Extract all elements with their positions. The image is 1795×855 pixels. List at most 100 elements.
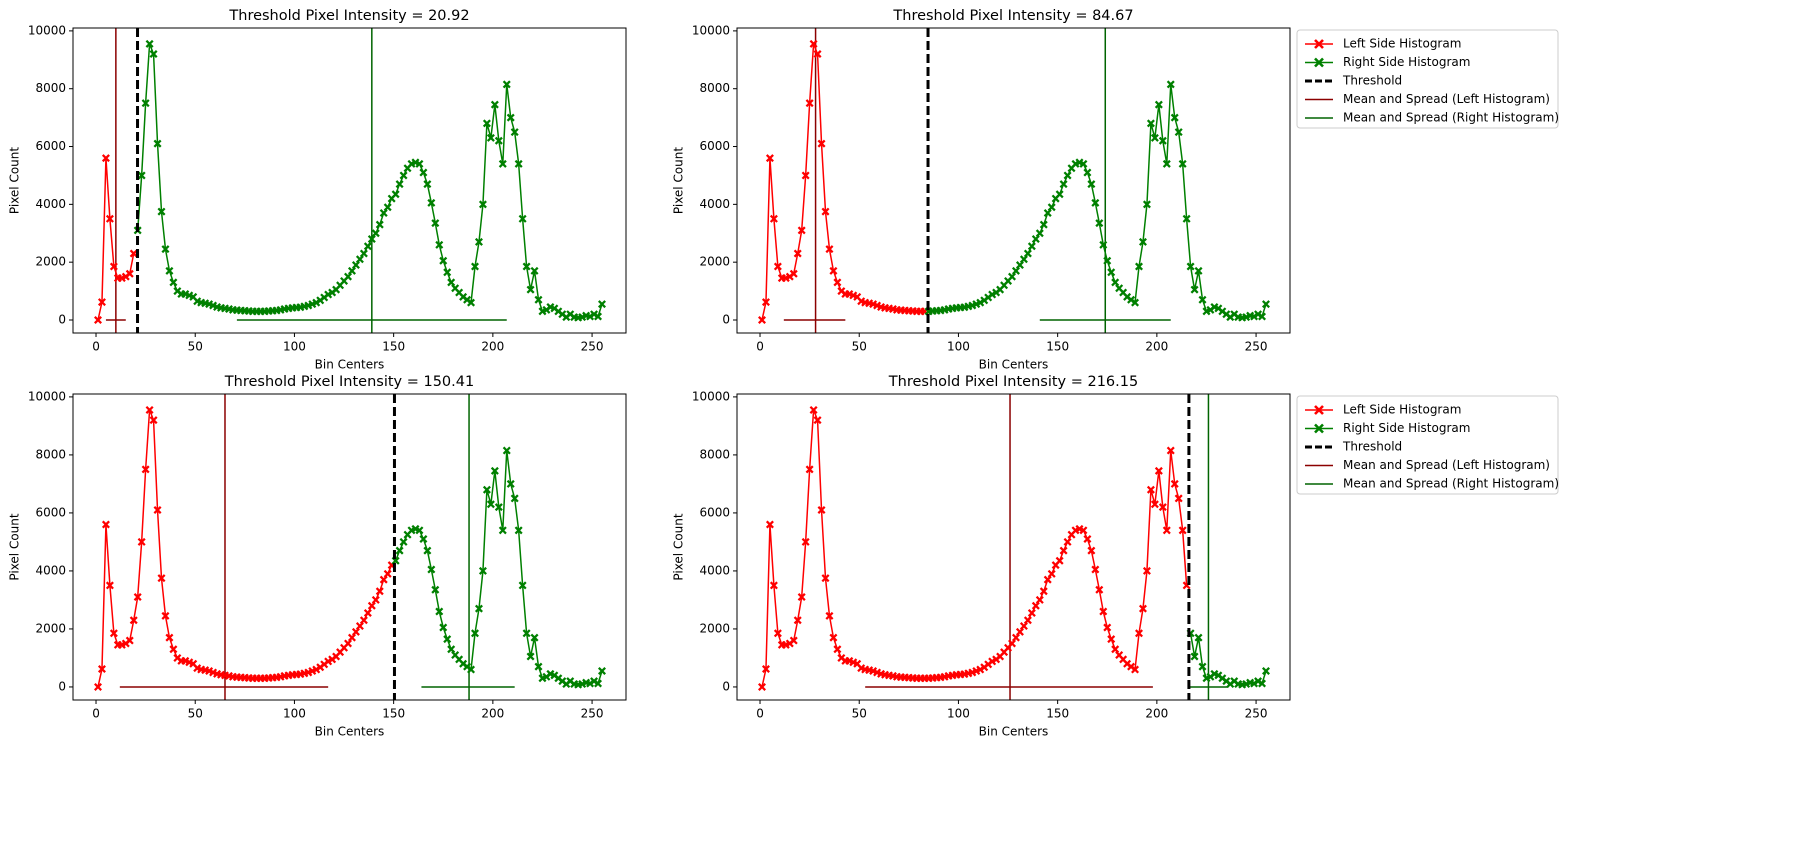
right-histogram-marker (419, 535, 428, 544)
left-histogram-marker (367, 601, 376, 610)
right-histogram-marker (1008, 272, 1017, 281)
x-tick-label: 150 (382, 707, 405, 721)
right-histogram-marker (1107, 268, 1116, 277)
right-histogram-marker (371, 229, 380, 238)
left-histogram-marker (105, 214, 114, 223)
legend-label: Mean and Spread (Right Histogram) (1343, 477, 1559, 491)
right-histogram-marker (1047, 203, 1056, 212)
right-histogram-marker (1194, 266, 1203, 275)
left-histogram-marker (817, 139, 826, 148)
left-histogram-marker (125, 269, 134, 278)
x-tick-label: 100 (947, 707, 970, 721)
right-histogram-marker (415, 526, 424, 535)
left-histogram-marker (1087, 546, 1096, 555)
right-histogram-marker (427, 198, 436, 207)
x-tick-label: 50 (188, 340, 203, 354)
right-histogram-marker (359, 249, 368, 258)
right-histogram-marker (351, 261, 360, 270)
left-histogram-marker (1027, 608, 1036, 617)
right-histogram-marker (534, 295, 543, 304)
axes-frame (72, 27, 627, 334)
left-histogram-marker (821, 207, 830, 216)
right-histogram-marker (530, 633, 539, 642)
x-tick-label: 150 (382, 340, 405, 354)
y-tick-label: 4000 (35, 563, 66, 577)
right-histogram-marker (471, 629, 480, 638)
subplot: 0 50 100 150 200 250 0 2000 4000 6000 8000 10000 Thr… (8, 374, 627, 739)
left-histogram-marker (825, 245, 834, 254)
left-histogram-marker (797, 593, 806, 602)
right-histogram-marker (1146, 119, 1155, 128)
right-histogram-marker (490, 466, 499, 475)
legend-label: Left Side Histogram (1343, 403, 1461, 417)
left-histogram-marker (769, 214, 778, 223)
left-histogram-marker (157, 574, 166, 583)
left-histogram-marker (1008, 639, 1017, 648)
legend-marker (1314, 39, 1324, 49)
left-histogram-marker (97, 664, 106, 673)
right-histogram-marker (141, 99, 150, 108)
right-histogram-marker (1059, 180, 1068, 189)
axes-frame (736, 27, 1291, 334)
right-histogram-marker (395, 180, 404, 189)
right-histogram-marker (324, 290, 333, 299)
left-histogram-marker (137, 537, 146, 546)
right-histogram-marker (363, 242, 372, 251)
x-axis-label: Bin Centers (315, 725, 385, 739)
y-tick-label: 6000 (699, 505, 730, 519)
right-histogram-marker (419, 168, 428, 177)
right-histogram-marker (1182, 214, 1191, 223)
right-histogram-marker (1039, 220, 1048, 229)
right-histogram-marker (594, 679, 603, 688)
right-histogram-marker (518, 581, 527, 590)
right-histogram-marker (1194, 633, 1203, 642)
right-histogram-marker (1261, 666, 1270, 675)
subplot: 0 50 100 150 200 250 0 2000 4000 6000 8000 10000 Thr… (8, 8, 627, 372)
x-tick-label: 200 (1145, 340, 1168, 354)
x-tick-label: 0 (756, 707, 764, 721)
right-histogram-marker (447, 278, 456, 287)
right-histogram-marker (1254, 310, 1263, 319)
right-histogram-marker (597, 666, 606, 675)
left-histogram-marker (793, 616, 802, 625)
y-tick-label: 4000 (699, 563, 730, 577)
right-histogram-marker (1198, 295, 1207, 304)
right-histogram-marker (1186, 262, 1195, 271)
x-tick-label: 150 (1046, 707, 1069, 721)
right-histogram-marker (439, 623, 448, 632)
right-histogram-marker (586, 679, 595, 688)
left-histogram-marker (109, 262, 118, 271)
left-histogram-marker (129, 616, 138, 625)
left-histogram-marker (1099, 607, 1108, 616)
right-histogram-marker (467, 665, 476, 674)
plot-area (73, 28, 626, 333)
right-histogram-marker (510, 128, 519, 137)
x-tick-label: 200 (481, 707, 504, 721)
left-histogram-marker (351, 627, 360, 636)
left-histogram-marker (813, 416, 822, 425)
right-histogram-marker (1166, 80, 1175, 89)
right-histogram-marker (526, 285, 535, 294)
y-tick-label: 2000 (35, 621, 66, 635)
left-histogram-marker (758, 315, 767, 324)
x-tick-label: 250 (1245, 707, 1268, 721)
left-histogram-marker (101, 154, 110, 163)
left-histogram-marker (1150, 500, 1159, 509)
x-tick-label: 0 (92, 340, 100, 354)
left-histogram-marker (1035, 595, 1044, 604)
left-histogram-marker (109, 629, 118, 638)
right-histogram-marker (514, 526, 523, 535)
right-histogram-marker (590, 677, 599, 686)
axes-frame (736, 393, 1291, 701)
right-histogram-marker (594, 312, 603, 321)
right-histogram-marker (145, 39, 154, 48)
left-histogram-marker (833, 278, 842, 287)
left-histogram-marker (97, 298, 106, 307)
left-histogram-marker (1019, 622, 1028, 631)
right-histogram-marker (502, 80, 511, 89)
left-histogram-marker (141, 465, 150, 474)
left-histogram-marker (1178, 526, 1187, 535)
left-histogram-marker (383, 569, 392, 578)
y-tick-label: 8000 (35, 447, 66, 461)
left-histogram-marker (1047, 569, 1056, 578)
